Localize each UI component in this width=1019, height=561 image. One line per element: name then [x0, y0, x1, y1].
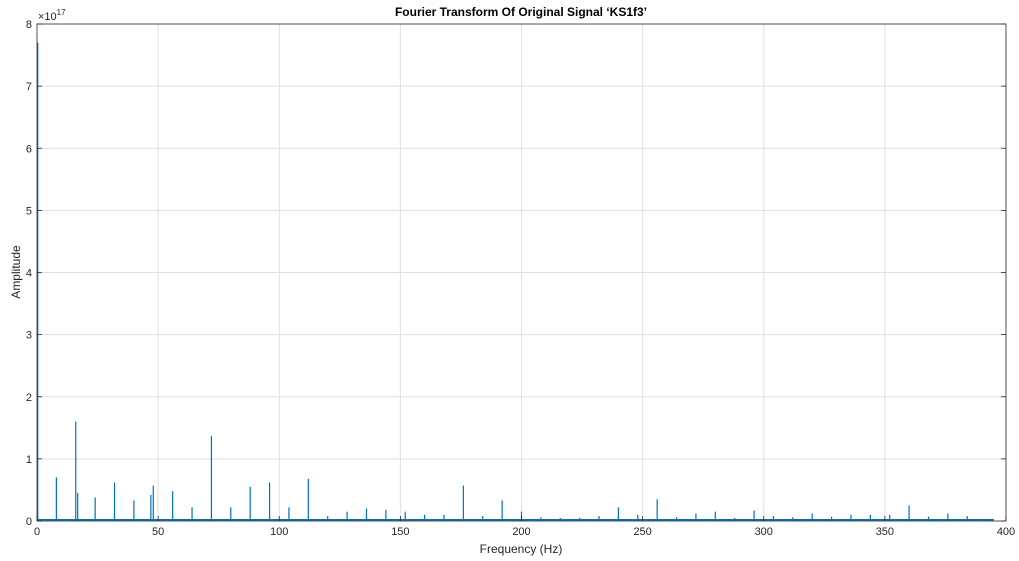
- x-tick-label: 300: [755, 526, 773, 538]
- x-axis-ticks: 0 50 100 150 200 250 300 350 400: [34, 516, 1015, 538]
- y-tick-label: 5: [26, 205, 32, 217]
- x-tick-label: 250: [633, 526, 651, 538]
- y-exponent-power: 17: [57, 8, 66, 17]
- y-tick-label: 4: [26, 268, 32, 280]
- grid-lines: [37, 24, 1006, 521]
- y-tick-label: 1: [26, 454, 32, 466]
- y-tick-label: 8: [26, 19, 32, 31]
- y-tick-label: 3: [26, 330, 32, 342]
- x-tick-label: 200: [512, 526, 530, 538]
- y-tick-label: 2: [26, 392, 32, 404]
- x-tick-label: 400: [997, 526, 1015, 538]
- x-tick-label: 50: [152, 526, 164, 538]
- y-exponent-label: ×1017: [38, 8, 66, 23]
- x-tick-label: 150: [391, 526, 409, 538]
- x-tick-label: 0: [34, 526, 40, 538]
- chart-title: Fourier Transform Of Original Signal ‘KS…: [395, 5, 647, 19]
- y-axis-ticks: 0 1 2 3 4 5 6 7 8: [26, 19, 1006, 528]
- series-group: [37, 42, 994, 521]
- y-tick-label: 6: [26, 143, 32, 155]
- x-tick-label: 100: [270, 526, 288, 538]
- y-tick-label: 0: [26, 516, 32, 528]
- x-axis-label: Frequency (Hz): [480, 542, 563, 556]
- y-tick-label: 7: [26, 81, 32, 93]
- y-axis-label: Amplitude: [9, 245, 23, 299]
- x-tick-label: 350: [876, 526, 894, 538]
- y-exponent-base: ×10: [38, 11, 57, 23]
